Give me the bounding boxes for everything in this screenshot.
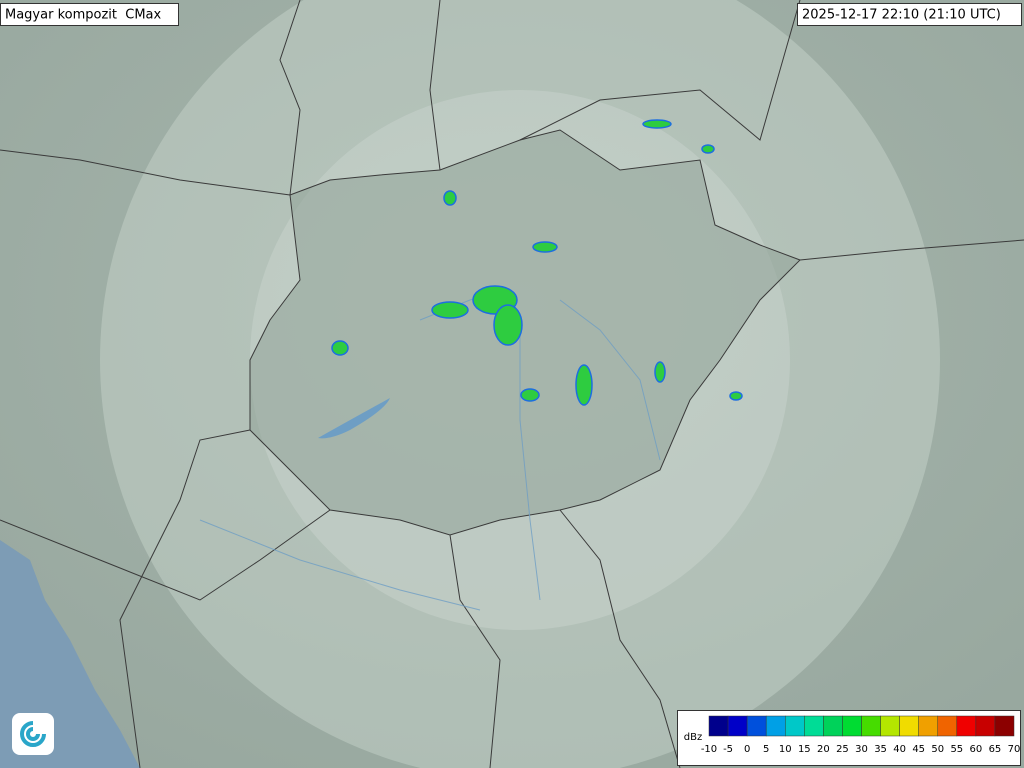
echo bbox=[493, 304, 523, 346]
legend-swatch bbox=[727, 715, 748, 737]
legend-label: 25 bbox=[836, 744, 849, 755]
legend-label: 45 bbox=[912, 744, 925, 755]
legend-label: 35 bbox=[874, 744, 887, 755]
legend-swatch bbox=[842, 715, 862, 737]
legend-swatch bbox=[708, 715, 729, 737]
lake bbox=[318, 398, 390, 439]
logo-mark bbox=[20, 721, 46, 747]
legend-label: 30 bbox=[855, 744, 868, 755]
logo-bg bbox=[12, 713, 54, 755]
legend-swatch bbox=[804, 715, 824, 737]
title-box bbox=[0, 3, 179, 26]
legend-label: 55 bbox=[950, 744, 963, 755]
echo bbox=[431, 301, 469, 319]
legend-swatch bbox=[918, 715, 938, 737]
title: Magyar kompozit CMax bbox=[5, 8, 162, 23]
legend-swatch bbox=[785, 715, 805, 737]
echo bbox=[729, 391, 743, 401]
legend-label: 40 bbox=[893, 744, 906, 755]
legend-label: 15 bbox=[798, 744, 811, 755]
timestamp: 2025-12-17 22:10 (21:10 UTC) bbox=[802, 8, 1001, 23]
legend-swatch bbox=[937, 715, 958, 737]
legend-label: 65 bbox=[989, 744, 1002, 755]
legend-label: -10 bbox=[701, 744, 717, 755]
legend-unit: dBz bbox=[684, 732, 702, 743]
timestamp-box bbox=[797, 3, 1022, 26]
legend-swatch bbox=[975, 715, 996, 737]
legend-swatch bbox=[880, 715, 900, 737]
legend-swatch bbox=[765, 715, 786, 737]
legend-swatch bbox=[861, 715, 881, 737]
legend-label: 5 bbox=[763, 744, 769, 755]
legend-swatch bbox=[956, 715, 977, 737]
logo bbox=[12, 713, 54, 755]
border bbox=[249, 129, 801, 536]
legend-swatch bbox=[746, 715, 767, 737]
legend-swatch bbox=[823, 715, 843, 737]
hungary bbox=[250, 130, 800, 535]
echo bbox=[331, 340, 349, 356]
sea bbox=[0, 540, 140, 768]
echo bbox=[532, 241, 558, 253]
echo bbox=[642, 119, 672, 129]
echo bbox=[654, 361, 666, 383]
echo bbox=[520, 388, 540, 402]
legend-label: 70 bbox=[1008, 744, 1021, 755]
legend-swatch bbox=[994, 715, 1015, 737]
legend-swatch bbox=[899, 715, 919, 737]
legend-label: 50 bbox=[931, 744, 944, 755]
echo bbox=[701, 144, 715, 154]
legend: dBz -10 -5 0 5 10 15 20 25 30 35 40 45 50 55 60 65 70 bbox=[677, 710, 1021, 766]
legend-label: -5 bbox=[723, 744, 733, 755]
legend-label: 20 bbox=[817, 744, 830, 755]
echo bbox=[575, 364, 593, 406]
radar-echoes bbox=[331, 119, 743, 406]
echo bbox=[443, 190, 457, 206]
legend-label: 0 bbox=[744, 744, 750, 755]
legend-label: 60 bbox=[970, 744, 983, 755]
legend-label: 10 bbox=[779, 744, 792, 755]
